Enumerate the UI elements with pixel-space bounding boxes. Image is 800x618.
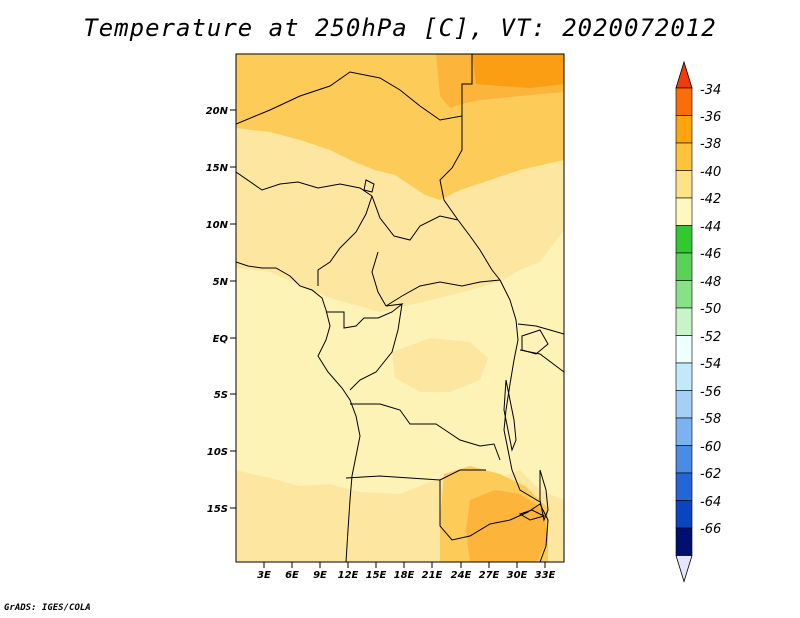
lon-tick-label: 3E bbox=[257, 570, 271, 581]
border-cameroon-car bbox=[371, 251, 387, 307]
colorbar-cell bbox=[675, 225, 693, 254]
colorbar-cell bbox=[675, 142, 693, 171]
lat-tick-label: EQ bbox=[213, 334, 229, 345]
lat-axis: 20N 15N 10N 5N EQ 5S 10S 15S bbox=[206, 106, 236, 515]
colorbar-cell bbox=[675, 500, 693, 529]
colorbar-labels: -34 -36 -38 -40 -42 -44 -46 -48 -50 -52 … bbox=[700, 83, 721, 537]
lake-tanganyika bbox=[503, 379, 517, 452]
field-band-42-40-central bbox=[392, 338, 488, 392]
lon-tick-label: 6E bbox=[285, 570, 299, 581]
colorbar-top-arrow bbox=[675, 60, 693, 89]
colorbar-label: -54 bbox=[700, 357, 721, 372]
lon-tick-label: 9E bbox=[313, 570, 327, 581]
colorbar-cell bbox=[675, 280, 693, 309]
border-zimbabwe-mozambique bbox=[509, 503, 549, 562]
chart-title: Temperature at 250hPa [C], VT: 202007201… bbox=[83, 14, 717, 42]
colorbar: -34 -36 -38 -40 -42 -44 -46 -48 -50 -52 … bbox=[675, 60, 721, 583]
lat-tick-label: 15S bbox=[207, 504, 228, 515]
border-gabon-congo bbox=[326, 303, 404, 329]
lon-tick-label: 27E bbox=[479, 570, 500, 581]
colorbar-cell bbox=[675, 87, 693, 116]
lat-tick-label: 15N bbox=[206, 163, 229, 174]
colorbar-label: -44 bbox=[700, 220, 721, 235]
border-chad-car bbox=[371, 195, 459, 241]
border-drc-angola bbox=[350, 403, 501, 461]
colorbar-label: -66 bbox=[700, 522, 721, 537]
colorbar-bottom-arrow bbox=[675, 555, 693, 583]
colorbar-label: -36 bbox=[700, 110, 721, 125]
lon-tick-label: 15E bbox=[366, 570, 387, 581]
colorbar-label: -56 bbox=[700, 385, 721, 400]
colorbar-label: -34 bbox=[700, 83, 721, 98]
lakes bbox=[363, 179, 549, 522]
colorbar-label: -48 bbox=[700, 275, 721, 290]
lake-malawi bbox=[539, 469, 549, 522]
colorbar-cell bbox=[675, 472, 693, 501]
border-nigeria-cameroon bbox=[317, 195, 373, 286]
lon-tick-label: 33E bbox=[535, 570, 556, 581]
colorbar-cell bbox=[675, 197, 693, 226]
colorbar-cells bbox=[675, 87, 693, 556]
border-chad-sudan bbox=[439, 116, 501, 281]
border-niger-nigeria bbox=[236, 171, 373, 197]
colorbar-label: -58 bbox=[700, 412, 721, 427]
colorbar-cell bbox=[675, 417, 693, 446]
country-borders bbox=[236, 54, 564, 562]
colorbar-cell bbox=[675, 445, 693, 474]
lat-tick-label: 20N bbox=[206, 106, 229, 117]
border-uganda-kenya bbox=[517, 323, 564, 335]
lat-tick-label: 5S bbox=[214, 390, 228, 401]
coastline-west-africa bbox=[236, 261, 361, 562]
colorbar-cell bbox=[675, 335, 693, 364]
border-angola-namibia bbox=[345, 469, 486, 481]
border-libya-chad bbox=[236, 54, 473, 125]
colorbar-cell bbox=[675, 307, 693, 336]
lake-kariba bbox=[518, 509, 546, 521]
lat-tick-label: 10N bbox=[206, 220, 229, 231]
lon-tick-label: 21E bbox=[422, 570, 443, 581]
border-east-africa bbox=[499, 279, 541, 503]
colorbar-label: -42 bbox=[700, 192, 721, 207]
colorbar-label: -60 bbox=[700, 440, 721, 455]
colorbar-label: -64 bbox=[700, 495, 721, 510]
colorbar-label: -52 bbox=[700, 330, 721, 345]
border-car-drc bbox=[385, 279, 501, 307]
border-congo-drc bbox=[349, 303, 403, 391]
colorbar-cell bbox=[675, 115, 693, 144]
colorbar-cell bbox=[675, 527, 693, 556]
temperature-field bbox=[236, 54, 564, 562]
lon-tick-label: 30E bbox=[507, 570, 528, 581]
colorbar-cell bbox=[675, 362, 693, 391]
lat-tick-label: 10S bbox=[207, 447, 228, 458]
colorbar-label: -46 bbox=[700, 247, 721, 262]
colorbar-label: -50 bbox=[700, 302, 721, 317]
lon-tick-label: 24E bbox=[451, 570, 472, 581]
colorbar-label: -62 bbox=[700, 467, 721, 482]
colorbar-cell bbox=[675, 390, 693, 419]
colorbar-cell bbox=[675, 252, 693, 281]
colorbar-label: -40 bbox=[700, 165, 721, 180]
lat-tick-label: 5N bbox=[213, 277, 229, 288]
lake-victoria bbox=[521, 329, 549, 355]
lon-tick-label: 12E bbox=[338, 570, 359, 581]
lon-axis: 3E 6E 9E 12E 15E 18E 21E 24E 27E 30E 33E bbox=[257, 562, 556, 581]
grads-credit: GrADS: IGES/COLA bbox=[4, 603, 91, 613]
colorbar-label: -38 bbox=[700, 137, 721, 152]
border-zambia-zimbabwe bbox=[439, 480, 511, 541]
field-band-36-34 bbox=[472, 54, 564, 88]
map-frame bbox=[235, 53, 565, 563]
lake-chad bbox=[363, 179, 375, 193]
field-band-38-36-southeast bbox=[466, 490, 548, 562]
lon-tick-label: 18E bbox=[394, 570, 415, 581]
colorbar-cell bbox=[675, 170, 693, 199]
